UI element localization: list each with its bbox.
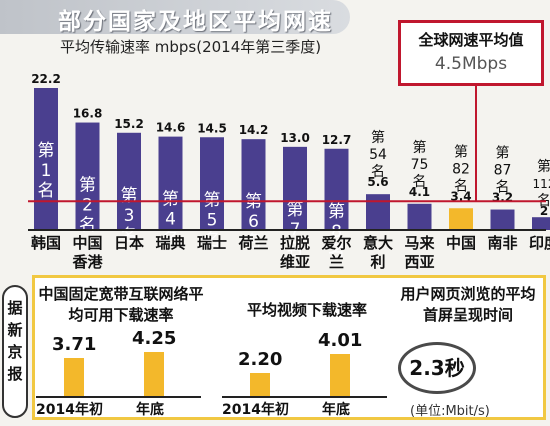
bar-rank-label: 第 75 名 [411,139,429,190]
mini-bar-value: 4.01 [318,330,363,352]
bar-rank-label: 第112名 [533,158,550,209]
category-label: 韩国 [31,234,61,252]
bar-value-label: 22.2 [31,72,61,86]
broadband-panel-title: 中国固定宽带互联网络平均可用下载速率 [38,285,204,324]
video-panel-title: 平均视频下载速率 [246,301,367,319]
bar-rank-label: 第 87 名 [494,145,512,196]
bar [283,146,307,230]
page-title: 部分国家及地区平均网速 [58,9,333,35]
global-average-value: 4.5Mbps [434,54,508,74]
mini-baseline [36,396,201,398]
category-label: 中国香港 [72,234,103,271]
title-banner [0,0,350,34]
video-mini-chart: 2.20 2014年初 4.01 年底 [222,326,392,420]
mini-category-label: 2014年初 [36,402,103,418]
mini-bar [330,354,350,396]
mini-category-label: 年底 [322,402,350,418]
category-label: 意大利 [363,234,393,271]
bar-value-label: 14.5 [197,121,227,135]
page-load-circle: 2.3秒 [398,342,476,394]
bar [200,137,224,230]
mini-bar [144,352,164,396]
mini-bar-value: 2.20 [238,349,283,371]
bar-value-label: 14.6 [156,121,186,135]
bar [75,122,100,230]
bar-value-label: 4.1 [409,185,430,199]
mini-category-label: 年底 [136,402,164,418]
bar-value-label: 16.8 [73,107,103,121]
bar [366,194,390,230]
bar-value-label: 2 [540,204,548,218]
source-note: 据新京报 [7,299,23,383]
category-label: 拉脱维亚 [280,234,310,271]
bar [324,148,349,230]
category-label: 瑞典 [155,234,185,252]
global-average-box: 全球网速平均值 4.5Mbps [398,20,544,86]
source-badge: 据新京报 [2,285,28,418]
bar [158,136,183,230]
mini-baseline [222,396,387,398]
bar [34,88,58,230]
mini-bar-value: 3.71 [52,333,97,355]
bar-value-label: 15.2 [114,117,144,131]
category-label: 日本 [114,234,144,252]
bar [490,209,515,230]
bar-value-label: 14.2 [239,123,269,137]
bar [449,208,473,230]
bar-rank-label: 第 82 名 [452,143,470,194]
category-label: 爱尔兰 [321,234,351,271]
category-label: 马来西亚 [404,234,435,271]
bar [407,203,432,230]
mini-bar-value: 4.25 [132,328,177,349]
mini-category-label: 2014年初 [222,402,289,418]
bar [241,139,266,230]
page-load-title: 用户网页浏览的平均首屏呈现时间 [400,285,536,324]
bar-value-label: 13.0 [280,131,310,145]
bar-value-label: 3.4 [450,189,471,203]
bar [532,217,550,230]
category-label: 印度 [529,234,550,252]
chart-subtitle: 平均传输速率 mbps(2014年第三季度) [60,38,322,56]
global-average-title: 全球网速平均值 [418,31,524,49]
category-label: 中国 [446,234,476,252]
mini-bar [250,373,270,396]
bar-value-label: 12.7 [322,133,352,147]
bar-value-label: 5.6 [367,175,388,189]
bar [117,132,141,230]
unit-note: (单位:Mbit/s) [410,404,490,419]
mini-bar [64,357,84,396]
category-label: 南非 [487,234,517,252]
category-label: 瑞士 [197,234,227,252]
category-label: 荷兰 [238,234,268,252]
page-load-value: 2.3秒 [409,356,465,380]
broadband-mini-chart: 3.71 2014年初 4.25 年底 [36,326,206,420]
bar-rank-label: 第 54 名 [369,129,387,180]
